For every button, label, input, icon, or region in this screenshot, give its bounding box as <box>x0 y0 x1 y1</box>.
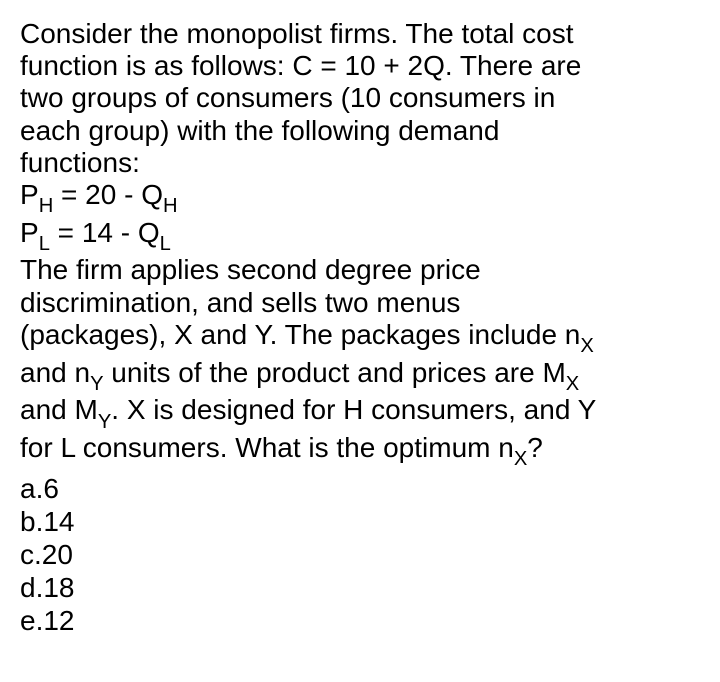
q-eq2-pre: P <box>20 217 39 248</box>
q-line11-sub1: Y <box>90 373 103 395</box>
option-d[interactable]: d.18 <box>20 571 700 604</box>
q-line10a: (packages), X and Y. The packages includ… <box>20 319 580 350</box>
q-eq2-mid: = 14 - Q <box>50 217 160 248</box>
q-line13b: ? <box>527 432 543 463</box>
q-line13a: for L consumers. What is the optimum n <box>20 432 514 463</box>
q-eq2-sub1: L <box>39 233 50 255</box>
q-line12b: . X is designed for H consumers, and Y <box>111 394 596 425</box>
q-eq1-pre: P <box>20 179 39 210</box>
question-block: Consider the monopolist firms. The total… <box>20 18 700 470</box>
q-line5: functions: <box>20 147 140 178</box>
option-e[interactable]: e.12 <box>20 604 700 637</box>
q-line4: each group) with the following demand <box>20 115 499 146</box>
q-eq1-sub1: H <box>39 195 54 217</box>
q-line2: function is as follows: C = 10 + 2Q. The… <box>20 50 581 81</box>
options-block: a.6 b.14 c.20 d.18 e.12 <box>20 472 700 637</box>
option-c[interactable]: c.20 <box>20 538 700 571</box>
option-b[interactable]: b.14 <box>20 505 700 538</box>
q-line11b: units of the product and prices are M <box>104 357 566 388</box>
q-eq1-sub2: H <box>163 195 178 217</box>
q-line9: discrimination, and sells two menus <box>20 287 460 318</box>
q-line1: Consider the monopolist firms. The total… <box>20 18 574 49</box>
q-eq1-mid: = 20 - Q <box>53 179 163 210</box>
q-line11a: and n <box>20 357 90 388</box>
q-line3: two groups of consumers (10 consumers in <box>20 82 555 113</box>
q-eq2-sub2: L <box>160 233 171 255</box>
q-line8: The firm applies second degree price <box>20 254 481 285</box>
q-line12-sub: Y <box>98 411 111 433</box>
q-line13-sub: X <box>514 448 527 470</box>
q-line10-sub: X <box>580 335 593 357</box>
q-line12a: and M <box>20 394 98 425</box>
q-line11-sub2: X <box>566 373 579 395</box>
option-a[interactable]: a.6 <box>20 472 700 505</box>
